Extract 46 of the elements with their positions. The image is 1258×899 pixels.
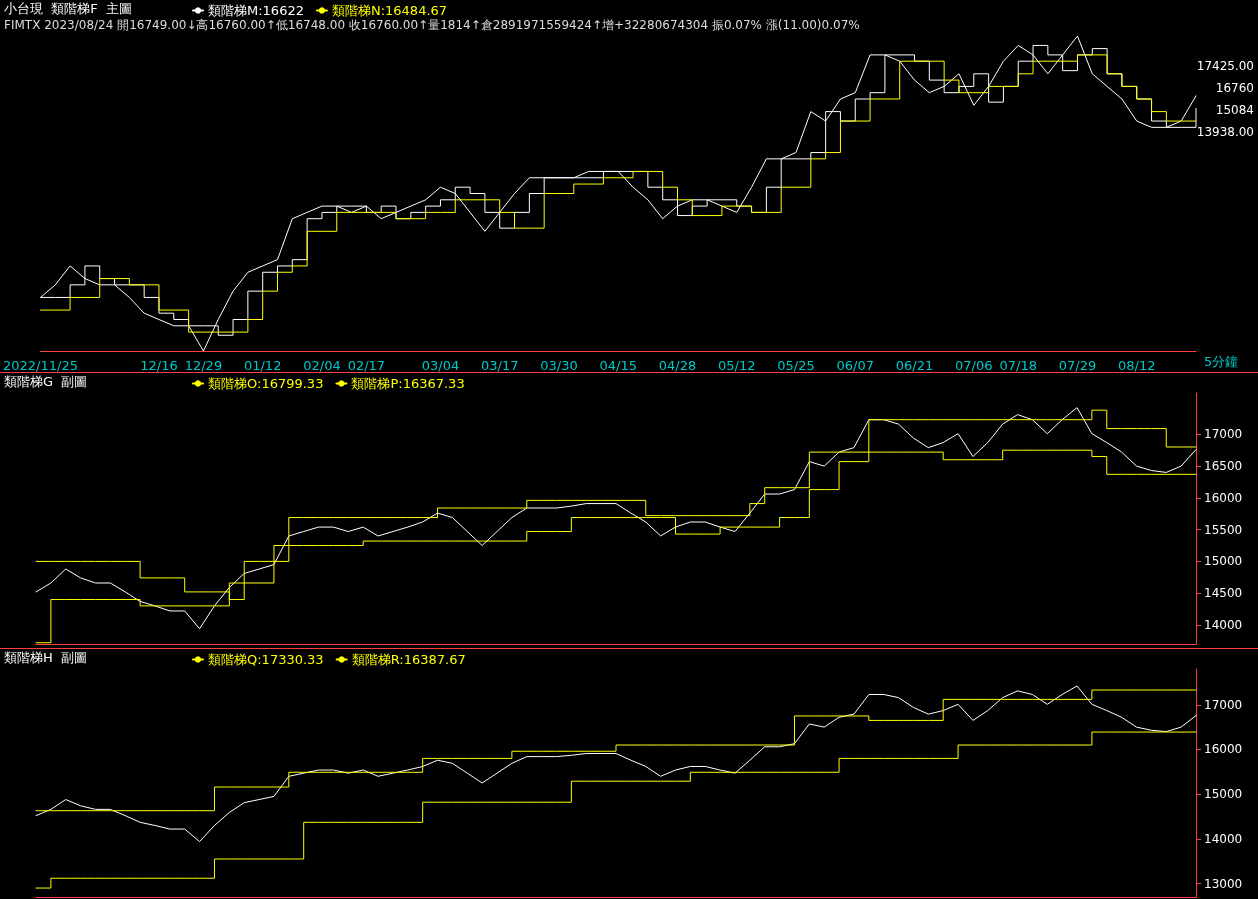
x-tick-label: 05/25 xyxy=(777,358,815,373)
y-tick-label: 14000 xyxy=(1204,831,1243,846)
x-tick-label: 02/17 xyxy=(347,358,386,373)
x-axis-title: 5分鐘 xyxy=(1204,354,1239,369)
x-tick-label: 2022/11/25 xyxy=(3,358,78,373)
x-tick-label: 07/06 xyxy=(955,358,993,373)
x-tick-label: 04/28 xyxy=(658,358,697,373)
x-tick-label: 08/12 xyxy=(1118,358,1156,373)
y-tick-label: 17000 xyxy=(1204,697,1243,712)
chart-title: 類階梯G 副圖 xyxy=(4,374,88,389)
legend-label: 類階梯M:16622 xyxy=(208,3,304,18)
text: 17425.00 xyxy=(1196,59,1255,73)
y-tick-label: 14000 xyxy=(1204,617,1243,632)
x-tick-label: 12/29 xyxy=(184,358,223,373)
y-tick-label: 16000 xyxy=(1204,742,1243,757)
y-tick-label: 17000 xyxy=(1204,427,1243,442)
text: 15084 xyxy=(1215,103,1255,117)
legend-label: 類階梯O:16799.33 xyxy=(208,376,324,391)
x-tick-label: 03/17 xyxy=(480,358,519,373)
y-tick-label: 16000 xyxy=(1204,490,1243,505)
y-tick-label: 15500 xyxy=(1204,522,1243,537)
x-tick-label: 12/16 xyxy=(140,358,178,373)
y-tick-label: 15000 xyxy=(1204,787,1243,802)
x-tick-label: 07/18 xyxy=(999,358,1037,373)
legend-label: 類階梯N:16484.67 xyxy=(331,3,448,18)
text: 16760 xyxy=(1215,81,1255,95)
y-tick-label: 13000 xyxy=(1204,876,1243,891)
x-tick-label: 02/04 xyxy=(303,358,341,373)
legend-label: 類階梯R:16387.67 xyxy=(351,652,466,667)
chart-title: 類階梯H 副圖 xyxy=(4,650,88,665)
x-tick-label: 03/04 xyxy=(421,358,460,373)
legend-label: 類階梯P:16367.33 xyxy=(351,376,465,391)
legend-label: 類階梯Q:17330.33 xyxy=(208,652,324,667)
x-tick-label: 04/15 xyxy=(599,358,637,373)
chart-subtitle: FIMTX 2023/08/24 開16749.00↓高16760.00↑低16748.00 收16760.00↑量1814↑倉2891971559424↑增+32280674304 振0.07% 漲(11.00)0.07% xyxy=(4,18,860,32)
text: 13938.00 xyxy=(1196,125,1255,139)
x-tick-label: 05/12 xyxy=(718,358,756,373)
x-tick-label: 06/21 xyxy=(895,358,934,373)
x-tick-label: 07/29 xyxy=(1058,358,1097,373)
y-tick-label: 14500 xyxy=(1204,586,1243,601)
y-tick-label: 16500 xyxy=(1204,459,1243,474)
y-tick-label: 15000 xyxy=(1204,554,1243,569)
x-tick-label: 03/30 xyxy=(540,358,578,373)
x-tick-label: 01/12 xyxy=(243,358,282,373)
chart-title: 小台現 類階梯F 主圖 xyxy=(4,1,133,16)
x-tick-label: 06/07 xyxy=(836,358,874,373)
